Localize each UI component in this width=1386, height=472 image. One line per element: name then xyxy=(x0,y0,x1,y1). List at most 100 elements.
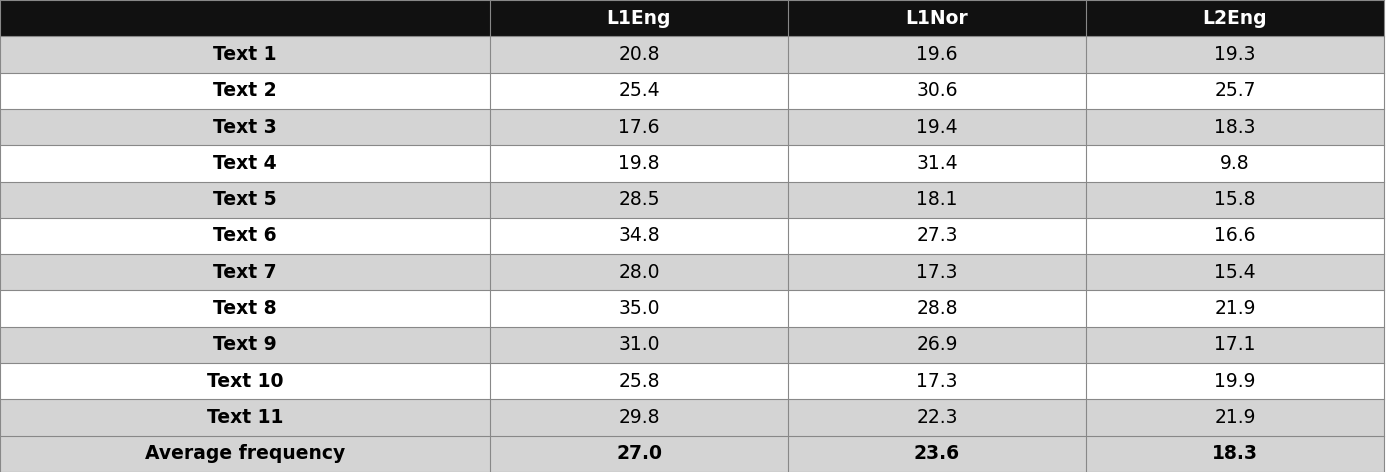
Text: 28.8: 28.8 xyxy=(916,299,958,318)
Bar xyxy=(491,109,789,145)
Bar xyxy=(0,182,491,218)
Text: 19.6: 19.6 xyxy=(916,45,958,64)
Bar xyxy=(1087,290,1385,327)
Bar xyxy=(0,327,491,363)
Text: 21.9: 21.9 xyxy=(1214,299,1256,318)
Bar xyxy=(0,36,491,73)
Text: 30.6: 30.6 xyxy=(916,81,958,100)
Bar xyxy=(0,363,491,399)
Text: 29.8: 29.8 xyxy=(618,408,660,427)
Text: Text 8: Text 8 xyxy=(213,299,277,318)
Text: 19.3: 19.3 xyxy=(1214,45,1256,64)
Text: Text 11: Text 11 xyxy=(207,408,283,427)
Text: Text 9: Text 9 xyxy=(213,335,277,354)
Text: L1Nor: L1Nor xyxy=(905,8,969,28)
Bar xyxy=(1087,145,1385,182)
Text: Text 5: Text 5 xyxy=(213,190,277,209)
Text: 20.8: 20.8 xyxy=(618,45,660,64)
Text: 34.8: 34.8 xyxy=(618,227,660,245)
Bar xyxy=(1087,218,1385,254)
Bar xyxy=(789,363,1087,399)
Text: Text 1: Text 1 xyxy=(213,45,277,64)
Bar xyxy=(789,145,1087,182)
Text: Text 6: Text 6 xyxy=(213,227,277,245)
Bar xyxy=(491,327,789,363)
Text: 17.3: 17.3 xyxy=(916,371,958,391)
Text: 18.1: 18.1 xyxy=(916,190,958,209)
Bar xyxy=(0,436,491,472)
Bar xyxy=(491,182,789,218)
Bar xyxy=(491,36,789,73)
Bar xyxy=(0,290,491,327)
Bar xyxy=(789,218,1087,254)
Bar xyxy=(0,254,491,290)
Bar xyxy=(491,218,789,254)
Bar xyxy=(1087,399,1385,436)
Bar xyxy=(0,109,491,145)
Bar xyxy=(789,0,1087,36)
Text: 17.3: 17.3 xyxy=(916,263,958,282)
Bar xyxy=(1087,363,1385,399)
Text: 27.0: 27.0 xyxy=(615,444,663,463)
Bar xyxy=(789,399,1087,436)
Text: 15.4: 15.4 xyxy=(1214,263,1256,282)
Bar xyxy=(0,145,491,182)
Text: 27.3: 27.3 xyxy=(916,227,958,245)
Text: L2Eng: L2Eng xyxy=(1203,8,1267,28)
Text: Text 2: Text 2 xyxy=(213,81,277,100)
Bar xyxy=(491,363,789,399)
Bar xyxy=(1087,36,1385,73)
Text: 21.9: 21.9 xyxy=(1214,408,1256,427)
Text: 28.5: 28.5 xyxy=(618,190,660,209)
Bar xyxy=(0,218,491,254)
Bar xyxy=(491,73,789,109)
Text: 18.3: 18.3 xyxy=(1211,444,1258,463)
Text: Average frequency: Average frequency xyxy=(146,444,345,463)
Bar xyxy=(1087,436,1385,472)
Text: 25.8: 25.8 xyxy=(618,371,660,391)
Text: 35.0: 35.0 xyxy=(618,299,660,318)
Bar xyxy=(491,254,789,290)
Bar xyxy=(1087,73,1385,109)
Text: 19.4: 19.4 xyxy=(916,118,958,136)
Text: Text 4: Text 4 xyxy=(213,154,277,173)
Bar xyxy=(789,109,1087,145)
Text: 19.9: 19.9 xyxy=(1214,371,1256,391)
Text: 17.1: 17.1 xyxy=(1214,335,1256,354)
Text: Text 7: Text 7 xyxy=(213,263,277,282)
Bar xyxy=(0,0,491,36)
Bar xyxy=(789,290,1087,327)
Text: 25.7: 25.7 xyxy=(1214,81,1256,100)
Bar xyxy=(491,145,789,182)
Text: 23.6: 23.6 xyxy=(913,444,960,463)
Bar xyxy=(1087,109,1385,145)
Text: 25.4: 25.4 xyxy=(618,81,660,100)
Bar xyxy=(491,290,789,327)
Text: 9.8: 9.8 xyxy=(1220,154,1250,173)
Text: 16.6: 16.6 xyxy=(1214,227,1256,245)
Bar xyxy=(1087,327,1385,363)
Text: 26.9: 26.9 xyxy=(916,335,958,354)
Bar xyxy=(1087,182,1385,218)
Bar xyxy=(491,399,789,436)
Bar xyxy=(789,182,1087,218)
Bar xyxy=(789,36,1087,73)
Text: 28.0: 28.0 xyxy=(618,263,660,282)
Bar xyxy=(491,436,789,472)
Bar xyxy=(789,436,1087,472)
Text: Text 3: Text 3 xyxy=(213,118,277,136)
Bar xyxy=(1087,0,1385,36)
Text: Text 10: Text 10 xyxy=(207,371,283,391)
Bar xyxy=(0,399,491,436)
Text: 31.0: 31.0 xyxy=(618,335,660,354)
Text: 31.4: 31.4 xyxy=(916,154,958,173)
Text: 15.8: 15.8 xyxy=(1214,190,1256,209)
Text: 17.6: 17.6 xyxy=(618,118,660,136)
Bar xyxy=(1087,254,1385,290)
Bar xyxy=(789,73,1087,109)
Bar xyxy=(789,327,1087,363)
Text: L1Eng: L1Eng xyxy=(607,8,671,28)
Text: 22.3: 22.3 xyxy=(916,408,958,427)
Bar xyxy=(0,73,491,109)
Bar xyxy=(789,254,1087,290)
